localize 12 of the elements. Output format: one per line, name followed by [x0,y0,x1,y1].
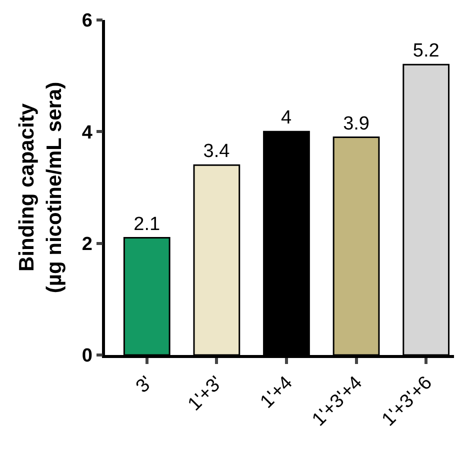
x-tick-label: 3' [132,372,158,398]
data-label: 3.9 [343,113,370,134]
x-tick-label: 1'+4 [256,372,298,413]
data-label: 3.4 [203,141,230,162]
data-label: 4 [280,108,292,129]
y-tick-label: 6 [82,10,92,32]
y-axis-title: Binding capacity (µg nicotine/mL sera) [16,82,66,294]
y-tick-label: 2 [82,234,92,255]
data-label: 2.1 [134,214,160,235]
y-tick-label: 4 [82,122,93,144]
y-tick-label: 0 [82,346,92,367]
data-label: 5.2 [412,40,440,62]
